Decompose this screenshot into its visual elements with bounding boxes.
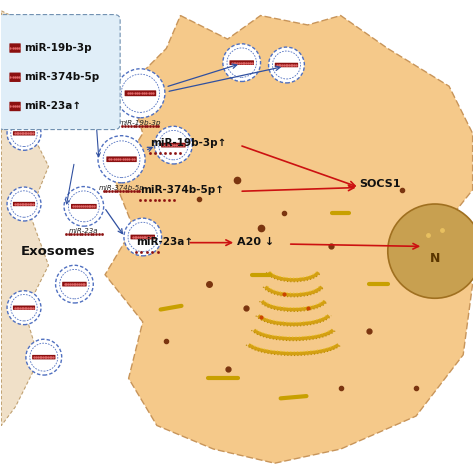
FancyBboxPatch shape (9, 73, 21, 82)
FancyBboxPatch shape (32, 355, 55, 359)
Circle shape (155, 126, 192, 164)
Polygon shape (1, 11, 48, 426)
FancyBboxPatch shape (71, 204, 97, 209)
FancyBboxPatch shape (0, 15, 120, 129)
FancyBboxPatch shape (13, 306, 35, 310)
Circle shape (116, 69, 165, 118)
FancyBboxPatch shape (9, 102, 21, 111)
FancyBboxPatch shape (161, 143, 186, 147)
Circle shape (388, 204, 474, 298)
Text: miR-23a↑: miR-23a↑ (136, 237, 193, 246)
Circle shape (64, 187, 104, 226)
Text: miR-23a↑: miR-23a↑ (24, 101, 81, 111)
Text: miR-19b-3p: miR-19b-3p (119, 120, 162, 126)
FancyBboxPatch shape (13, 202, 35, 206)
Circle shape (124, 218, 162, 256)
FancyBboxPatch shape (130, 235, 155, 239)
Circle shape (223, 44, 261, 82)
Text: miR-374b-5p: miR-374b-5p (99, 185, 145, 191)
Circle shape (7, 187, 41, 221)
Text: miR-19b-3p: miR-19b-3p (24, 43, 91, 53)
Text: miR-374b-5p↑: miR-374b-5p↑ (140, 185, 224, 195)
Text: N: N (430, 252, 440, 264)
FancyBboxPatch shape (13, 131, 35, 136)
Circle shape (269, 47, 304, 83)
Text: miR-374b-5p: miR-374b-5p (24, 72, 99, 82)
Polygon shape (105, 16, 473, 463)
FancyBboxPatch shape (275, 63, 298, 67)
Text: miR-19b-3p↑: miR-19b-3p↑ (150, 138, 226, 148)
Circle shape (7, 117, 41, 150)
Text: SOCS1: SOCS1 (359, 179, 401, 189)
FancyBboxPatch shape (9, 43, 21, 53)
Text: miR-23a: miR-23a (69, 228, 99, 234)
Circle shape (26, 339, 62, 375)
FancyBboxPatch shape (106, 156, 137, 162)
FancyBboxPatch shape (229, 60, 254, 65)
Circle shape (7, 291, 41, 325)
Text: Exosomes: Exosomes (21, 245, 95, 258)
FancyBboxPatch shape (125, 91, 156, 96)
Circle shape (55, 265, 93, 303)
Circle shape (98, 136, 145, 183)
Text: A20 ↓: A20 ↓ (237, 237, 274, 246)
FancyBboxPatch shape (62, 282, 87, 286)
